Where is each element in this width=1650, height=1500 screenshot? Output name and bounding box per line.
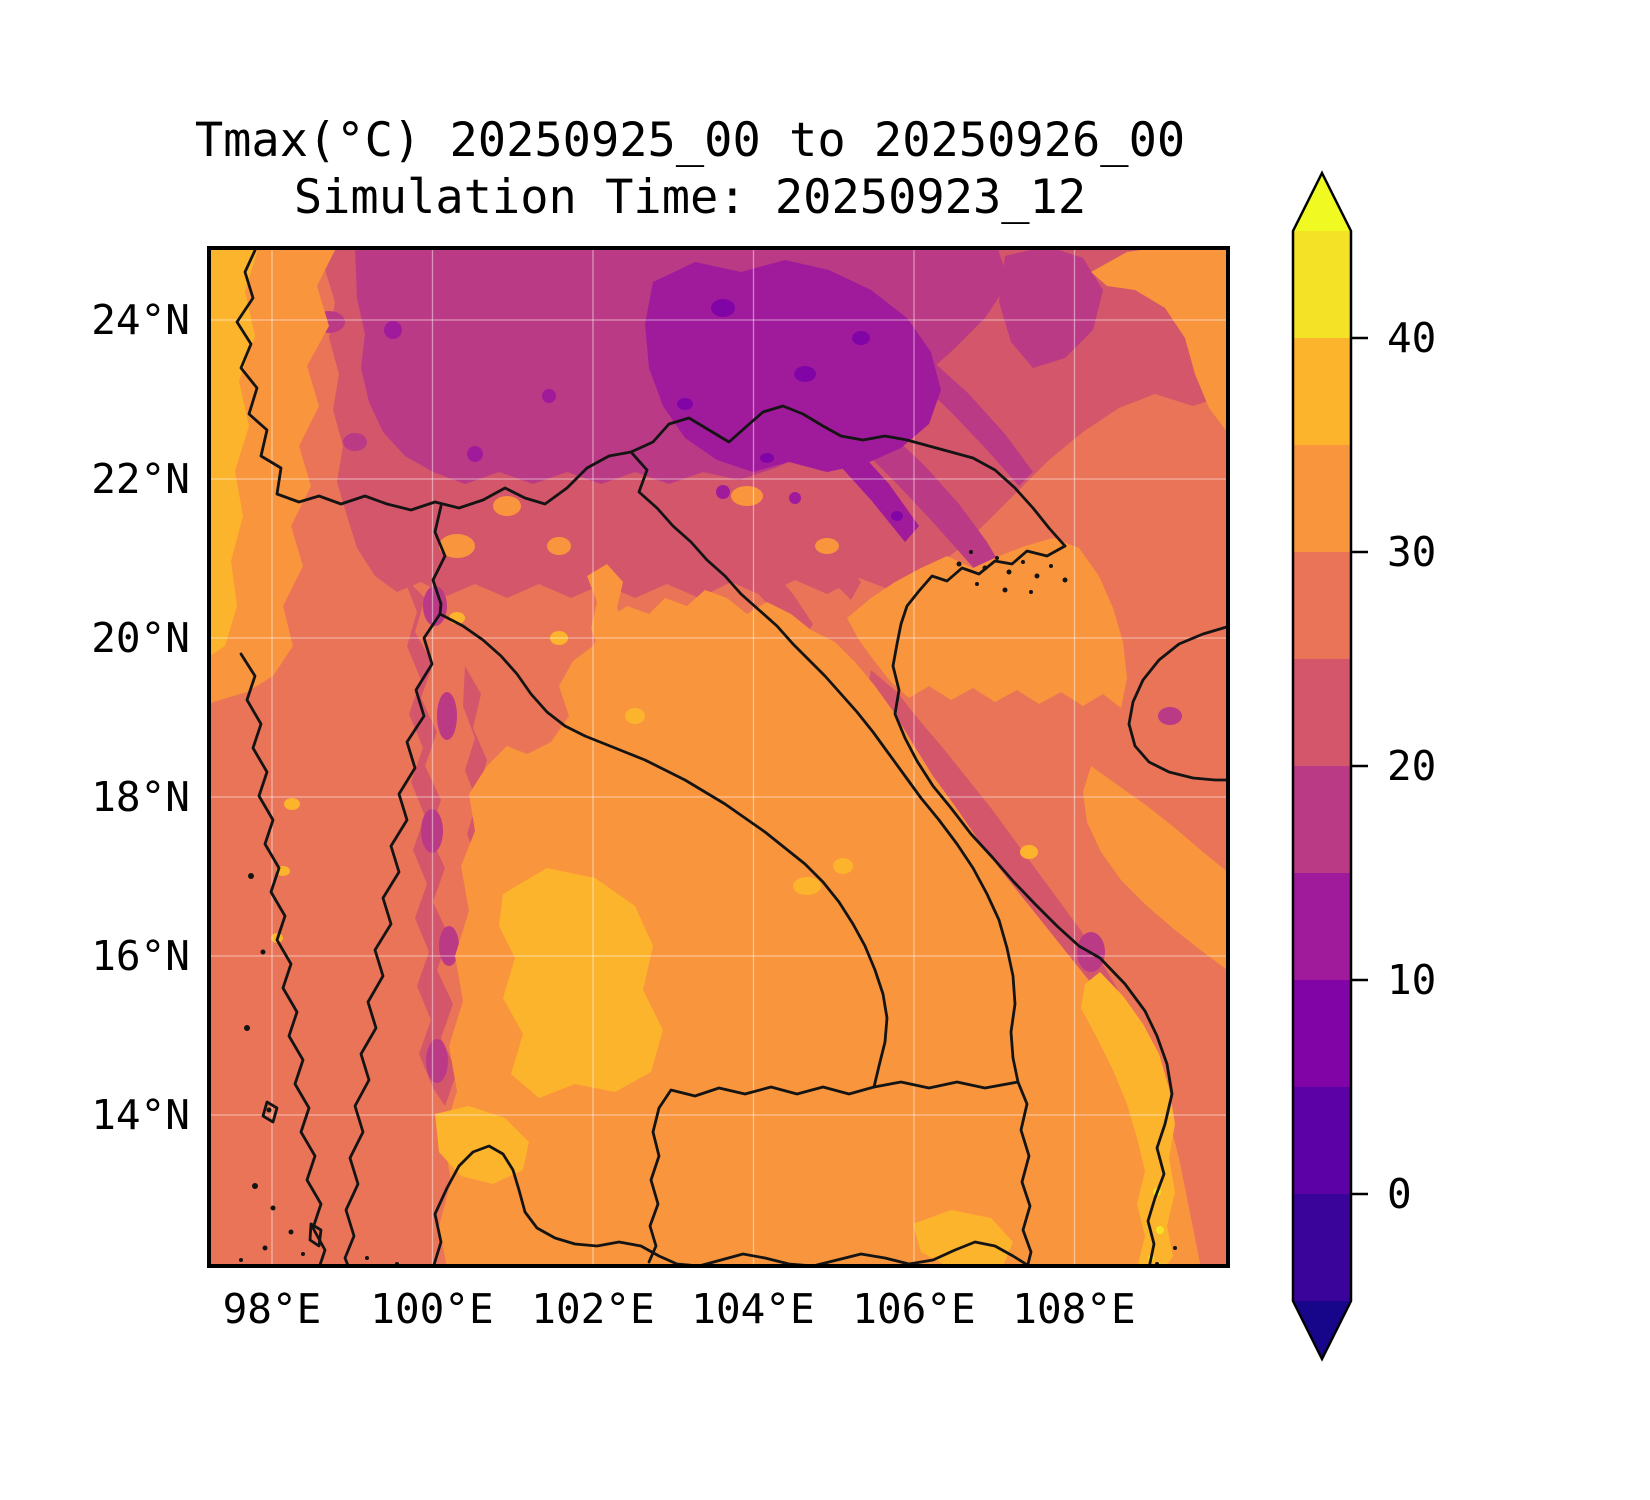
lat-tick-label: 20°N [91,614,190,662]
thailand-myanmar-border [343,612,442,1268]
colorbar-segment [1293,980,1351,1087]
colorbar-tick-label: 20 [1387,742,1437,790]
colorbar-segment [1293,1194,1351,1301]
tmax-contour-map [207,246,1230,1268]
lon-tick-label: 108°E [1012,1285,1136,1333]
colorbar-arrow-top [1293,173,1351,231]
gulf-of-thailand-coastline [431,1144,1045,1268]
lat-tick-label: 18°N [91,773,190,821]
title-line-1: Tmax(°C) 20250925_00 to 20250926_00 [194,113,1186,168]
colorbar-ticks [1351,336,1368,1196]
lon-tick-label: 98°E [222,1285,322,1333]
phuket-island [308,1222,323,1248]
lon-tick-label: 100°E [370,1285,494,1333]
colorbar-segment [1293,445,1351,552]
colorbar-segment [1293,1087,1351,1194]
lon-tick-label: 104°E [691,1285,815,1333]
colorbar-tick-label: 0 [1387,1170,1412,1218]
colorbar-tick-label: 10 [1387,956,1437,1004]
colorbar [1265,160,1435,1370]
andaman-coastline [239,652,327,1268]
island-dots [239,550,1177,1266]
colorbar-arrow-bottom [1293,1301,1351,1359]
myanmar-laos-border [431,504,447,616]
lat-tick-label: 14°N [91,1091,190,1139]
hainan-coastline [1127,624,1230,782]
colorbar-segment [1293,873,1351,980]
colorbar-segment [1293,766,1351,873]
laos-vietnam-border [629,450,1033,1268]
colorbar-tick-label: 40 [1387,314,1437,362]
map-frame [207,246,1230,1268]
colorbar-tick-label: 30 [1387,528,1437,576]
map-plot [207,246,1230,1268]
lon-tick-label: 102°E [531,1285,655,1333]
colorbar-svg [1291,170,1368,1362]
china-border [235,246,1067,548]
colorbar-segment [1293,231,1351,338]
field-orange-30-35 [207,246,1230,1268]
lat-tick-label: 24°N [91,296,190,344]
colorbar-segment [1293,552,1351,659]
lon-tick-label: 106°E [852,1285,976,1333]
thailand-laos-border [438,612,889,1089]
myeik-island [261,1100,279,1124]
colorbar-segment [1293,338,1351,445]
borders-coastlines [235,246,1230,1268]
colorbar-segment [1293,659,1351,766]
plot-title: Tmax(°C) 20250925_00 to 20250926_00 Simu… [10,112,1370,226]
thailand-cambodia-border [647,1085,876,1264]
field-violet-5-10 [677,299,903,521]
lat-tick-label: 22°N [91,455,190,503]
title-line-2: Simulation Time: 20250923_12 [293,170,1087,225]
lat-tick-label: 16°N [91,932,190,980]
colorbar-outline [1291,170,1353,1362]
laos-cambodia-border [872,1080,1020,1090]
vietnam-coastline [891,544,1174,1268]
field-amber-35-40 [207,246,1175,1268]
